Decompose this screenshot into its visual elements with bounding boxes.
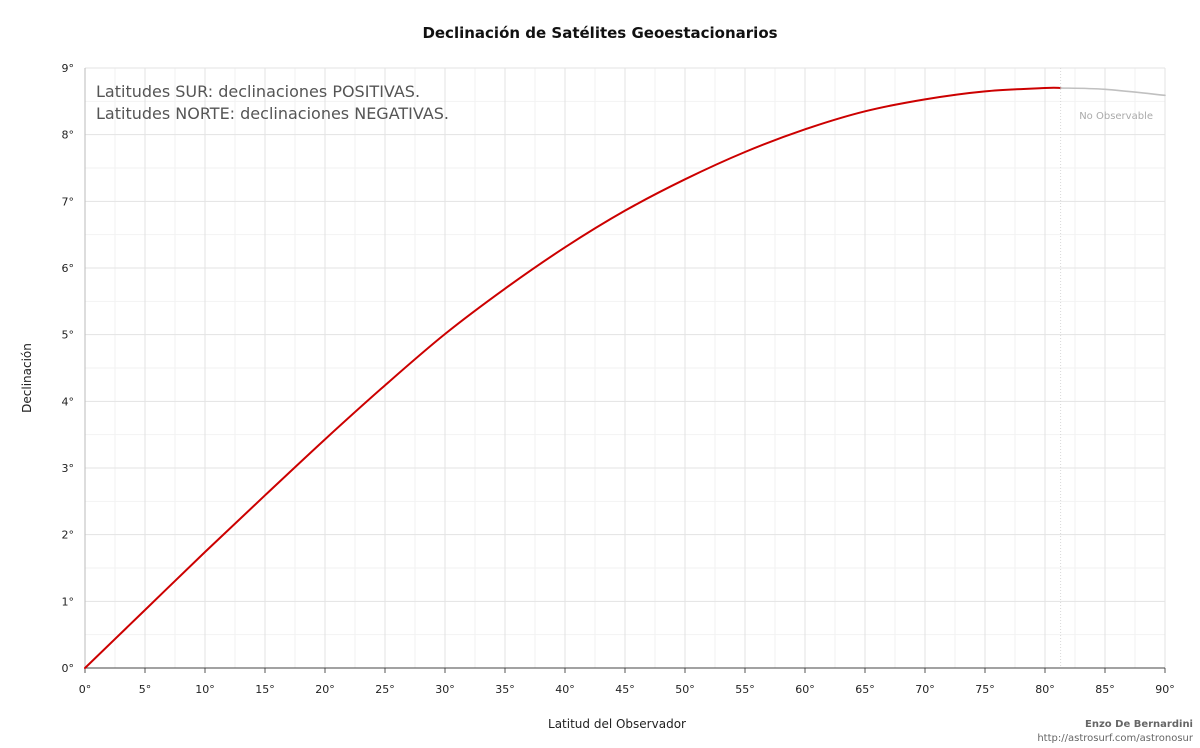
series-line-observable <box>84 86 1062 669</box>
x-tick-label: 75° <box>975 683 995 696</box>
x-tick-label: 60° <box>795 683 815 696</box>
not-observable-label: No Observable <box>1079 111 1153 122</box>
y-tick-labels: 0° 1° 2° 3° 4° 5° 6° 7° 8° 9° <box>62 62 75 675</box>
axes <box>84 68 1166 673</box>
x-tick-label: 85° <box>1095 683 1115 696</box>
x-tick-label: 80° <box>1035 683 1055 696</box>
credit-url: http://astrosurf.com/astronosur <box>1037 733 1194 744</box>
y-axis-label: Declinación <box>20 343 34 413</box>
x-tick-label: 50° <box>675 683 695 696</box>
major-gridlines <box>85 67 1166 668</box>
y-tick-label: 6° <box>62 262 75 275</box>
annotation-north: Latitudes NORTE: declinaciones NEGATIVAS… <box>96 104 449 123</box>
y-tick-label: 0° <box>62 662 75 675</box>
x-tick-label: 55° <box>735 683 755 696</box>
x-tick-label: 40° <box>555 683 575 696</box>
x-tick-label: 20° <box>315 683 335 696</box>
x-tick-label: 45° <box>615 683 635 696</box>
y-tick-label: 8° <box>62 129 75 142</box>
x-tick-label: 65° <box>855 683 875 696</box>
y-tick-label: 1° <box>62 595 75 608</box>
y-tick-label: 3° <box>62 462 75 475</box>
y-tick-label: 5° <box>62 329 75 342</box>
x-tick-label: 30° <box>435 683 455 696</box>
y-tick-label: 7° <box>62 195 75 208</box>
y-tick-label: 4° <box>62 395 75 408</box>
annotation-south: Latitudes SUR: declinaciones POSITIVAS. <box>96 82 420 101</box>
credit-author: Enzo De Bernardini <box>1085 719 1193 730</box>
series-lines <box>84 86 1166 669</box>
x-tick-label: 5° <box>139 683 152 696</box>
series-line-not-observable <box>1059 87 1166 97</box>
x-tick-label: 35° <box>495 683 515 696</box>
x-tick-label: 90° <box>1155 683 1175 696</box>
x-tick-label: 70° <box>915 683 935 696</box>
x-tick-label: 15° <box>255 683 275 696</box>
x-tick-labels: 0° 5° 10° 15° 20° 25° 30° 35° 40° 45° 50° 55° 60° 65°… <box>79 683 1175 696</box>
chart-title: Declinación de Satélites Geoestacionario… <box>422 24 777 42</box>
x-axis-label: Latitud del Observador <box>548 717 686 731</box>
y-tick-label: 2° <box>62 529 75 542</box>
x-tick-label: 0° <box>79 683 92 696</box>
x-tick-label: 25° <box>375 683 395 696</box>
y-tick-label: 9° <box>62 62 75 75</box>
x-tick-label: 10° <box>195 683 215 696</box>
